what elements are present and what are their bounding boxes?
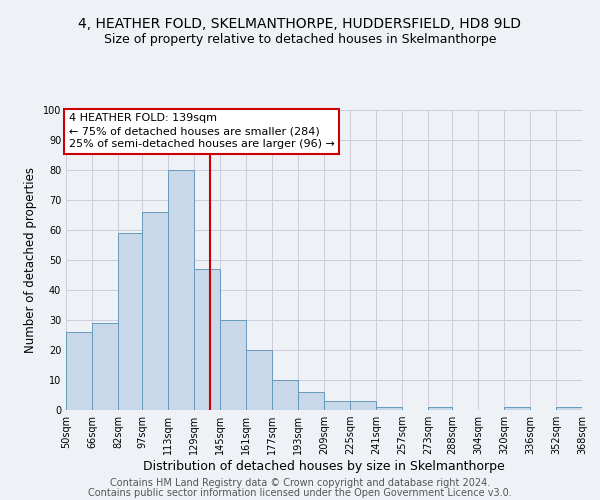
Bar [324,401,350,410]
Text: 4 HEATHER FOLD: 139sqm
← 75% of detached houses are smaller (284)
25% of semi-de: 4 HEATHER FOLD: 139sqm ← 75% of detached… [68,113,334,150]
Bar [376,407,402,410]
Bar [556,407,582,410]
Bar [428,407,452,410]
Bar [220,320,246,410]
Bar [92,323,118,410]
Text: 4, HEATHER FOLD, SKELMANTHORPE, HUDDERSFIELD, HD8 9LD: 4, HEATHER FOLD, SKELMANTHORPE, HUDDERSF… [79,18,521,32]
Bar [272,380,298,410]
Text: Contains HM Land Registry data © Crown copyright and database right 2024.: Contains HM Land Registry data © Crown c… [110,478,490,488]
Bar [142,212,168,410]
X-axis label: Distribution of detached houses by size in Skelmanthorpe: Distribution of detached houses by size … [143,460,505,473]
Text: Contains public sector information licensed under the Open Government Licence v3: Contains public sector information licen… [88,488,512,498]
Bar [66,332,92,410]
Bar [504,407,530,410]
Bar [118,233,142,410]
Text: Size of property relative to detached houses in Skelmanthorpe: Size of property relative to detached ho… [104,32,496,46]
Y-axis label: Number of detached properties: Number of detached properties [24,167,37,353]
Bar [350,401,376,410]
Bar [194,269,220,410]
Bar [168,170,194,410]
Bar [298,392,324,410]
Bar [246,350,272,410]
